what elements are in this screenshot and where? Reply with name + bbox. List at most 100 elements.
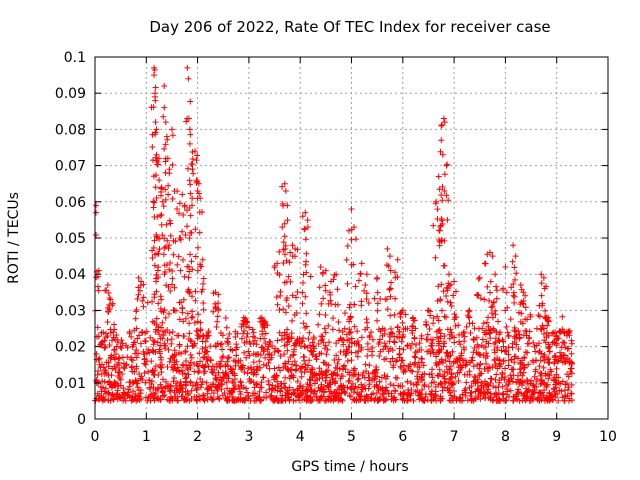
data-point bbox=[112, 366, 119, 373]
data-point bbox=[482, 344, 489, 351]
data-point bbox=[363, 316, 370, 323]
data-point bbox=[334, 371, 341, 378]
data-point bbox=[241, 369, 248, 376]
data-point bbox=[188, 314, 195, 321]
data-point bbox=[373, 275, 380, 282]
data-point bbox=[382, 375, 389, 382]
data-point bbox=[475, 350, 482, 357]
data-point bbox=[363, 290, 370, 297]
data-point bbox=[281, 220, 288, 227]
data-point bbox=[161, 345, 168, 352]
data-point bbox=[483, 319, 490, 326]
data-point bbox=[377, 385, 384, 392]
data-point bbox=[195, 333, 202, 340]
data-point bbox=[174, 261, 181, 268]
data-point bbox=[444, 161, 451, 168]
data-point bbox=[188, 354, 195, 361]
data-point bbox=[281, 279, 288, 286]
data-point bbox=[124, 392, 131, 399]
data-point bbox=[322, 378, 329, 385]
data-point bbox=[294, 246, 301, 253]
data-point bbox=[137, 395, 144, 402]
data-point bbox=[294, 337, 301, 344]
data-point bbox=[153, 151, 160, 158]
data-point bbox=[117, 343, 124, 350]
data-point bbox=[104, 282, 111, 289]
data-point bbox=[197, 384, 204, 391]
data-point bbox=[169, 132, 176, 139]
x-tick-label: 4 bbox=[296, 429, 305, 445]
data-point bbox=[148, 104, 155, 111]
data-point bbox=[364, 319, 371, 326]
data-point bbox=[226, 397, 233, 404]
data-point bbox=[154, 158, 161, 165]
data-point bbox=[246, 338, 253, 345]
data-point bbox=[363, 368, 370, 375]
data-point bbox=[456, 338, 463, 345]
data-point bbox=[388, 390, 395, 397]
data-point bbox=[482, 260, 489, 267]
data-point bbox=[157, 305, 164, 312]
data-point bbox=[155, 395, 162, 402]
data-point bbox=[220, 353, 227, 360]
data-point bbox=[352, 371, 359, 378]
data-point bbox=[309, 339, 316, 346]
data-point bbox=[222, 314, 229, 321]
data-point bbox=[364, 340, 371, 347]
data-point bbox=[339, 366, 346, 373]
data-point bbox=[491, 327, 498, 334]
data-point bbox=[527, 380, 534, 387]
data-point bbox=[157, 381, 164, 388]
data-point bbox=[503, 391, 510, 398]
data-point bbox=[337, 348, 344, 355]
data-point bbox=[451, 339, 458, 346]
data-point bbox=[371, 383, 378, 390]
data-point bbox=[187, 98, 194, 105]
data-point bbox=[321, 397, 328, 404]
data-point bbox=[464, 312, 471, 319]
data-point bbox=[278, 332, 285, 339]
data-point bbox=[348, 206, 355, 213]
data-point bbox=[358, 260, 365, 267]
data-point bbox=[163, 261, 170, 268]
data-point bbox=[511, 293, 518, 300]
data-point bbox=[548, 396, 555, 403]
data-point bbox=[188, 396, 195, 403]
data-point bbox=[492, 376, 499, 383]
data-point bbox=[411, 353, 418, 360]
data-point bbox=[111, 356, 118, 363]
data-point bbox=[156, 346, 163, 353]
data-point bbox=[352, 283, 359, 290]
data-point bbox=[533, 325, 540, 332]
data-point bbox=[191, 368, 198, 375]
data-point bbox=[382, 355, 389, 362]
data-point bbox=[322, 342, 329, 349]
data-point bbox=[298, 343, 305, 350]
data-point bbox=[93, 202, 100, 209]
data-point bbox=[388, 279, 395, 286]
data-point bbox=[311, 390, 318, 397]
data-point bbox=[432, 254, 439, 261]
data-point bbox=[418, 355, 425, 362]
data-point bbox=[109, 300, 116, 307]
data-point bbox=[192, 226, 199, 233]
y-tick-label: 0.02 bbox=[55, 340, 86, 356]
data-point bbox=[373, 364, 380, 371]
data-point bbox=[166, 266, 173, 273]
data-point bbox=[321, 389, 328, 396]
data-point bbox=[159, 361, 166, 368]
data-point bbox=[301, 324, 308, 331]
data-point bbox=[320, 383, 327, 390]
data-point bbox=[268, 392, 275, 399]
data-point bbox=[265, 378, 272, 385]
data-point bbox=[207, 343, 214, 350]
data-point bbox=[492, 384, 499, 391]
data-point bbox=[99, 378, 106, 385]
data-point bbox=[407, 345, 414, 352]
data-point bbox=[237, 357, 244, 364]
data-point bbox=[213, 364, 220, 371]
data-point bbox=[149, 144, 156, 151]
data-point bbox=[394, 323, 401, 330]
data-point bbox=[103, 330, 110, 337]
data-point bbox=[196, 229, 203, 236]
